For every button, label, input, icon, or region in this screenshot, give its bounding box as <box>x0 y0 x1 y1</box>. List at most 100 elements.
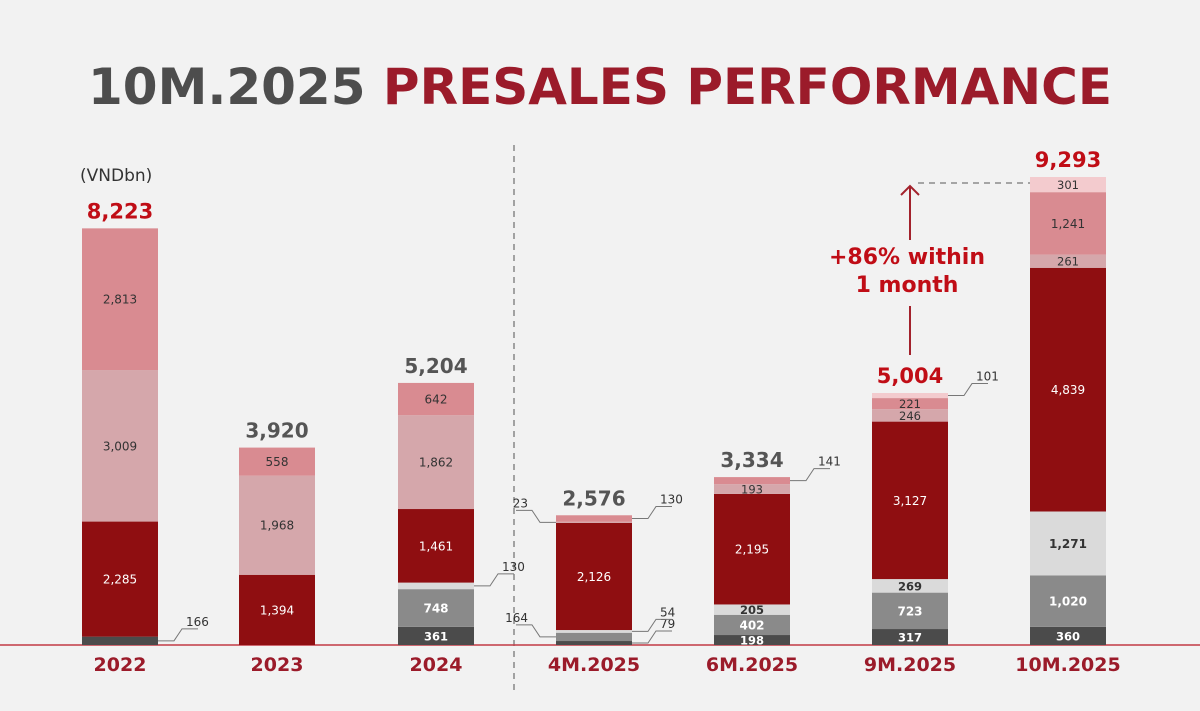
segment-label: 1,271 <box>1049 537 1087 551</box>
bar-segment <box>239 475 315 575</box>
segment-label: 3,009 <box>103 439 137 453</box>
bar-total-label: 3,334 <box>720 448 783 472</box>
segment-label: 558 <box>266 455 289 469</box>
segment-label: 2,813 <box>103 293 137 307</box>
bar-total-label: 9,293 <box>1035 148 1101 172</box>
title-period: 10M.2025 <box>88 58 366 116</box>
segment-label: 130 <box>502 560 525 574</box>
bar-segment <box>398 509 474 583</box>
segment-label: 2,126 <box>577 570 611 584</box>
growth-annotation: +86% within 1 month <box>829 182 1030 355</box>
bar-segment <box>872 392 948 399</box>
bar-segment <box>714 614 790 636</box>
segment-label: 361 <box>424 629 448 643</box>
segment-label: 402 <box>739 618 764 632</box>
segment-label: 1,862 <box>419 456 453 470</box>
bar-segment <box>556 632 632 642</box>
x-tick-label: 4M.2025 <box>548 654 640 676</box>
segment-label: 642 <box>425 393 448 407</box>
leader-line <box>790 468 830 482</box>
bar-segment <box>1030 177 1106 193</box>
segment-label: 2,195 <box>735 543 769 557</box>
bar-segment <box>239 574 315 645</box>
bar-segment <box>556 515 632 522</box>
leader-line <box>632 506 672 520</box>
bar-segment <box>872 409 948 422</box>
segment-label: 360 <box>1056 629 1080 643</box>
bar-segment <box>239 447 315 476</box>
bar-segment <box>1030 254 1106 268</box>
segment-label: 1,020 <box>1049 595 1087 609</box>
bar-segment <box>398 589 474 627</box>
bar-segment <box>714 493 790 605</box>
segment-label: 1,461 <box>419 539 453 553</box>
bar-segment <box>556 630 632 633</box>
segment-label: 748 <box>423 601 448 615</box>
segment-label: 101 <box>976 370 999 384</box>
bar-segment <box>398 382 474 416</box>
bar-segment <box>1030 511 1106 576</box>
bar-segment <box>82 370 158 522</box>
x-tick-label: 10M.2025 <box>1015 654 1120 676</box>
segment-label: 269 <box>898 579 922 593</box>
segment-label: 1,241 <box>1051 217 1085 231</box>
segment-label: 166 <box>186 615 209 629</box>
segment-label: 141 <box>818 455 841 469</box>
leader-line <box>516 624 556 638</box>
bar-segment <box>82 228 158 371</box>
segment-label: 246 <box>899 409 921 423</box>
x-tick-label: 6M.2025 <box>706 654 798 676</box>
segment-label: 164 <box>505 611 528 625</box>
bar-segment <box>872 421 948 580</box>
bar-segment <box>556 522 632 631</box>
segment-label: 198 <box>740 634 764 648</box>
bar-segment <box>872 592 948 630</box>
leader-line <box>632 630 672 644</box>
segment-label: 317 <box>898 631 922 645</box>
bar-segment <box>556 641 632 645</box>
bar-segment <box>714 477 790 485</box>
chart-title: 10M.2025 PRESALES PERFORMANCE <box>0 58 1200 116</box>
bar-segment <box>556 521 632 523</box>
segment-label: 54 <box>660 605 675 619</box>
bar-segment <box>398 415 474 510</box>
bar-segment <box>872 579 948 593</box>
title-main: PRESALES PERFORMANCE <box>382 58 1112 116</box>
x-tick-label: 2022 <box>94 654 147 676</box>
segment-label: 2,285 <box>103 573 137 587</box>
bar-total-label: 5,204 <box>404 354 467 378</box>
bar-segment <box>714 604 790 615</box>
leader-line <box>516 509 556 523</box>
bar-total-label: 3,920 <box>245 419 308 443</box>
segment-label: 1,968 <box>260 519 294 533</box>
segment-label: 79 <box>660 617 675 631</box>
leader-line <box>632 618 672 632</box>
bar-total-label: 8,223 <box>87 199 153 223</box>
segment-label: 301 <box>1057 178 1079 192</box>
bar-segment <box>398 626 474 645</box>
bar-segment <box>82 636 158 645</box>
segment-label: 3,127 <box>893 494 927 508</box>
segment-label: 1,394 <box>260 603 294 617</box>
segment-label: 221 <box>899 397 921 411</box>
segment-label: 193 <box>741 483 763 497</box>
leader-line <box>948 383 988 397</box>
segment-label: 130 <box>660 493 683 507</box>
bar-total-label: 2,576 <box>562 486 625 510</box>
bar-segment <box>398 582 474 590</box>
bar-segment <box>1030 626 1106 645</box>
bar-segment <box>872 398 948 410</box>
x-tick-label: 2024 <box>410 654 463 676</box>
bar-segment <box>714 484 790 494</box>
unit-label: (VNDbn) <box>80 166 153 186</box>
bar-segment <box>1030 575 1106 627</box>
bar-segment <box>872 629 948 645</box>
bar-segment <box>1030 267 1106 512</box>
leader-line <box>158 628 198 642</box>
annotation-line1: +86% within <box>829 245 985 270</box>
x-tick-label: 9M.2025 <box>864 654 956 676</box>
segment-label: 205 <box>740 603 764 617</box>
bar-total-label: 5,004 <box>877 364 943 388</box>
x-tick-label: 2023 <box>251 654 304 676</box>
